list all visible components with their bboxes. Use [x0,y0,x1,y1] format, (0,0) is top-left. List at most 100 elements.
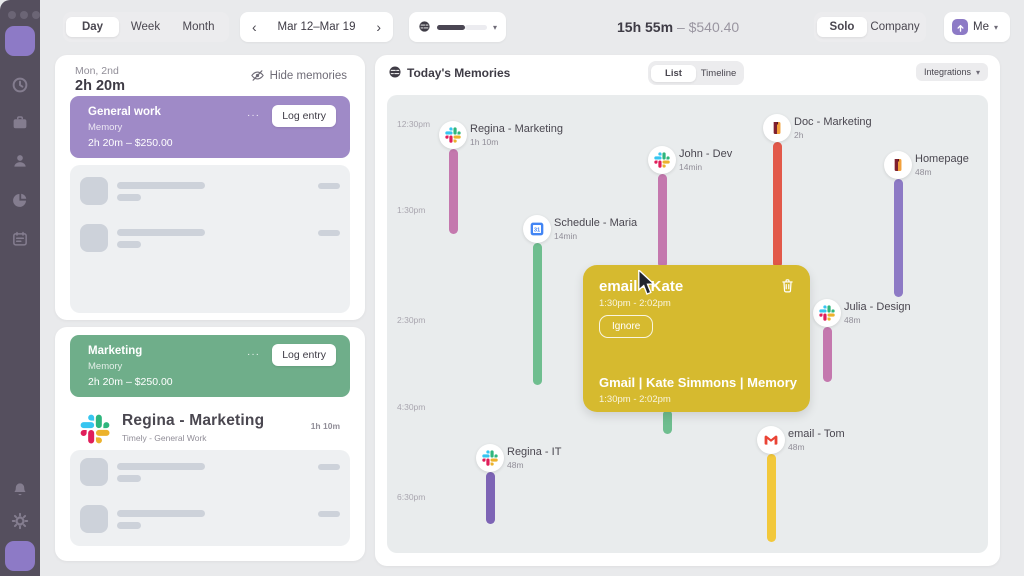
skeleton-placeholder [117,463,205,470]
next-date-button[interactable]: › [376,19,381,35]
date-label: Mon, 2nd [75,65,119,77]
view-toggle-day[interactable]: Day [66,17,119,37]
logged-entry-subtitle: Timely - General Work [122,433,207,443]
memory-title: Regina - Marketing [470,123,563,135]
memory-node-email-tom[interactable] [757,426,785,454]
memory-title: Schedule - Maria [554,217,638,229]
toggle-list[interactable]: List [651,64,696,82]
toggle-timeline[interactable]: Timeline [700,67,737,79]
view-toggle-week[interactable]: Week [130,21,161,33]
entry-card-general-work[interactable]: General work Memory ··· Log entry 2h 20m… [70,96,350,158]
memory-bar-regina-marketing[interactable] [448,149,458,234]
timely-logo[interactable] [5,26,35,56]
time-label: 2:30pm [397,315,426,325]
hide-memories-toggle[interactable]: Hide memories [250,68,347,83]
memory-detail-card[interactable]: email - Kate 1:30pm - 2:02pm Ignore Gmai… [583,265,810,412]
detail-source-time: 1:30pm - 2:02pm [599,394,671,405]
skeleton-placeholder [80,177,108,205]
view-toggle: Day Week Month [63,12,229,42]
memory-bar-regina-it[interactable] [485,472,495,524]
placeholder-list [70,450,350,546]
skeleton-placeholder [117,229,205,236]
scope-toggle-solo[interactable]: Solo [817,17,867,37]
scope-toggle-company[interactable]: Company [870,21,920,33]
time-label: 4:30pm [397,402,426,412]
time-label: 12:30pm [397,119,431,129]
memory-bar-hidden[interactable] [663,410,672,434]
memory-icon [418,20,431,34]
svg-text:31: 31 [534,227,541,233]
ignore-button[interactable]: Ignore [599,315,654,338]
entry-card-summary: 2h 20m – $250.00 [88,376,173,388]
memory-node-schedule-maria[interactable]: 31 [523,215,551,243]
memory-node-julia-design[interactable] [813,299,841,327]
notifications-bell-icon[interactable] [11,481,29,499]
memory-bar-homepage[interactable] [893,179,903,297]
gmail-icon [764,435,778,445]
window-close-dot[interactable] [8,11,16,19]
time-label: 1:30pm [397,205,426,215]
hours-icon[interactable] [11,76,29,94]
skeleton-placeholder [80,224,108,252]
prev-date-button[interactable]: ‹ [252,19,257,35]
memory-label-email-tom: email - Tom 48m [788,428,845,452]
memory-node-regina-it[interactable] [476,444,504,472]
me-menu[interactable]: Me ▾ [944,12,1010,42]
memory-title: John - Dev [679,148,733,160]
window-zoom-dot[interactable] [32,11,40,19]
memory-label-homepage: Homepage 48m [915,153,969,177]
log-entry-button[interactable]: Log entry [272,344,336,366]
trash-icon[interactable] [779,277,796,294]
day-total: 2h 20m [75,78,125,94]
window-minimize-dot[interactable] [20,11,28,19]
people-icon[interactable] [11,152,29,170]
skeleton-placeholder [117,194,141,201]
eye-off-icon [250,68,265,83]
memory-duration: 48m [788,442,805,452]
entry-card-marketing[interactable]: Marketing Memory ··· Log entry 2h 20m – … [70,335,350,397]
me-avatar-logo [952,19,968,35]
memory-label-doc-marketing: Doc - Marketing 2h [794,116,872,140]
settings-gear-icon[interactable] [11,512,29,530]
list-timeline-toggle: List Timeline [648,61,744,85]
logged-entry-regina-marketing[interactable]: Regina - Marketing Timely - General Work… [80,412,340,444]
memory-duration: 48m [844,315,861,325]
memory-title: Julia - Design [844,301,911,313]
memory-bar-john-dev[interactable] [657,174,667,268]
memory-bar-email-tom[interactable] [766,454,776,542]
memory-bar-julia-design[interactable] [822,327,832,382]
skeleton-placeholder [117,241,141,248]
tracker-progress-fill [436,24,465,30]
memory-node-homepage[interactable] [884,151,912,179]
memory-bar-schedule-maria[interactable] [532,243,542,385]
memory-node-regina-marketing[interactable] [439,121,467,149]
memory-duration: 1h 10m [470,137,499,147]
memory-node-john-dev[interactable] [648,146,676,174]
view-toggle-month[interactable]: Month [182,21,215,33]
summary-amount: – $540.40 [676,19,740,35]
summary-duration: 15h 55m [617,19,674,35]
more-options-icon[interactable]: ··· [247,349,260,360]
planner-icon[interactable] [11,230,29,248]
integrations-dropdown[interactable]: Integrations ▾ [915,63,988,81]
timely-logo-bottom[interactable] [5,541,35,571]
skeleton-placeholder [318,464,340,470]
tracker-dropdown[interactable]: ▾ [409,12,506,42]
skeleton-placeholder [318,183,340,189]
memory-title: Homepage [915,153,969,165]
gcal-icon: 31 [530,222,544,236]
memory-title: Doc - Marketing [794,116,872,128]
memory-node-doc-marketing[interactable] [763,114,791,142]
memory-label-john-dev: John - Dev 14min [679,148,732,172]
memory-label-schedule-maria: Schedule - Maria 14min [554,217,637,241]
skeleton-placeholder [80,505,108,533]
more-options-icon[interactable]: ··· [247,110,260,121]
log-entry-button[interactable]: Log entry [272,105,336,127]
reports-icon[interactable] [11,191,29,209]
memory-bar-doc-marketing[interactable] [772,142,782,268]
skeleton-placeholder [117,475,141,482]
memory-duration: 14min [554,231,578,241]
skeleton-placeholder [318,230,340,236]
memory-label-regina-it: Regina - IT 48m [507,446,561,470]
projects-icon[interactable] [11,114,29,132]
